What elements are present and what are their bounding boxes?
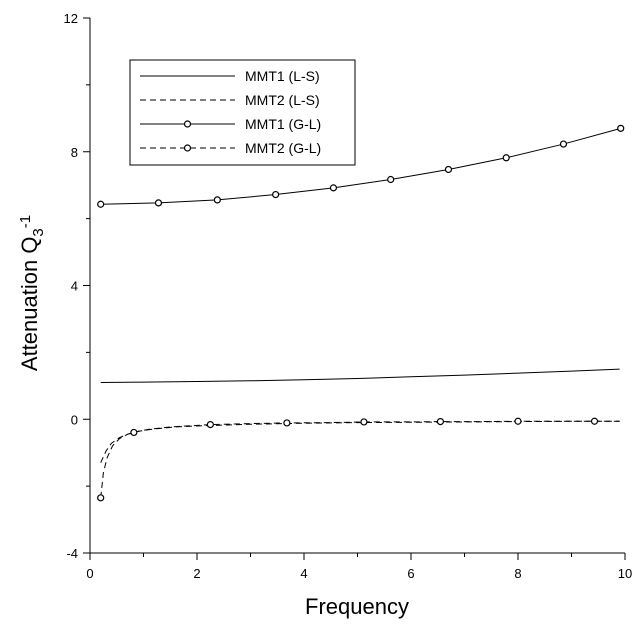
series-3-marker (283, 419, 291, 427)
series-3-marker (206, 421, 214, 429)
series-3-marker (590, 417, 599, 425)
y-tick-label: -4 (66, 546, 78, 561)
x-tick-label: 6 (407, 566, 414, 581)
series-2-marker (444, 165, 453, 174)
x-tick-label: 4 (300, 566, 307, 581)
x-tick-label: 8 (514, 566, 521, 581)
y-axis-title-subscript: 3 (30, 228, 47, 236)
series-line-0 (100, 368, 620, 383)
series-3-marker (97, 494, 105, 502)
legend-label-0: MMT1 (L-S) (245, 68, 320, 84)
series-2-marker (559, 140, 568, 148)
legend-label-3: MMT2 (G-L) (245, 140, 321, 156)
y-axis-title: Attenuation Q3-1 (17, 215, 47, 371)
legend-box (129, 59, 356, 166)
y-tick-label: 0 (71, 412, 78, 427)
series-3-marker (514, 417, 522, 425)
x-tick-label: 2 (193, 566, 200, 581)
legend-marker-3 (183, 144, 192, 152)
series-3-marker (130, 428, 138, 437)
series-2-marker (213, 196, 221, 204)
legend-marker-2 (183, 120, 192, 128)
y-axis-title-base: Attenuation Q (17, 237, 42, 372)
series-2-marker (387, 175, 395, 184)
series-2-marker (329, 184, 338, 192)
legend: MMT1 (L-S) MMT2 (L-S) MMT1 (G-L) MMT2 (G-L) (129, 59, 356, 166)
series-2-marker (97, 200, 105, 208)
series-2-marker (617, 124, 625, 132)
y-axis-title-superscript: -1 (17, 215, 34, 228)
series-2-marker (272, 190, 280, 199)
ticks: 0 2 4 6 8 10 -4 0 4 8 12 (64, 11, 633, 581)
series-line-1 (100, 420, 620, 463)
series-line-3 (100, 420, 620, 498)
y-tick-label: 12 (64, 11, 78, 26)
x-tick-label: 0 (86, 566, 93, 581)
y-tick-label: 4 (71, 279, 78, 294)
x-axis-title: Frequency (305, 594, 409, 619)
series-layer (97, 124, 625, 502)
series-2-marker (502, 154, 510, 162)
legend-label-1: MMT2 (L-S) (245, 92, 320, 108)
y-tick-label: 8 (71, 145, 78, 160)
series-3-marker (360, 418, 368, 426)
series-3-marker (436, 417, 445, 426)
x-tick-label: 10 (618, 566, 632, 581)
series-line-2 (100, 127, 621, 205)
legend-label-2: MMT1 (G-L) (245, 116, 321, 132)
series-2-marker (154, 199, 163, 207)
